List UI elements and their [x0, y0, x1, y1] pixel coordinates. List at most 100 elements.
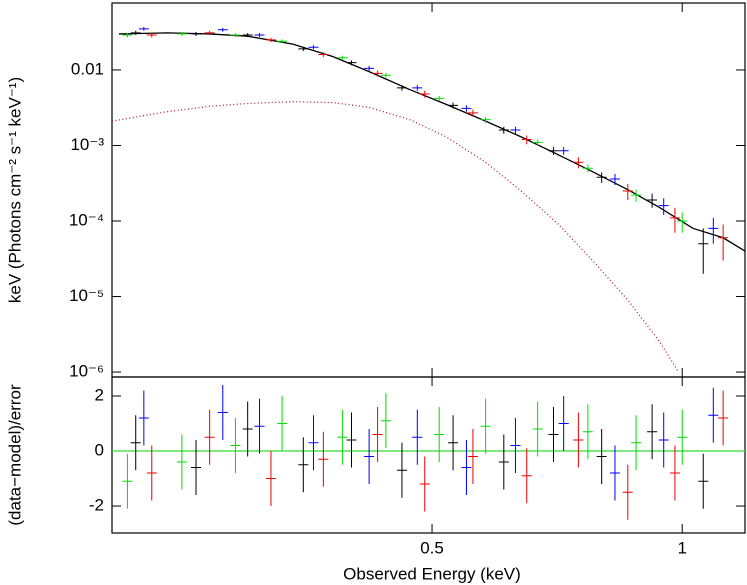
data-point [396, 85, 407, 91]
data-point [669, 445, 680, 501]
data-point [346, 60, 357, 66]
data-point [191, 32, 202, 36]
data-point [532, 401, 543, 457]
data-point [558, 395, 569, 452]
data-point [658, 198, 669, 216]
data-point [718, 390, 729, 446]
data-point [217, 28, 228, 32]
data-point [669, 207, 680, 233]
y-tick-label: 10⁻³ [70, 135, 104, 154]
y-tick-label: 10⁻⁴ [69, 210, 104, 229]
data-point [364, 65, 375, 71]
data-point [138, 27, 149, 31]
data-point [548, 406, 559, 463]
data-point [318, 431, 329, 487]
model-line [118, 32, 745, 252]
y-tick-label: 0 [95, 440, 104, 459]
data-point [337, 409, 348, 465]
data-point [122, 453, 133, 509]
data-point [277, 39, 288, 44]
data-point [448, 415, 459, 471]
data-point [364, 429, 375, 485]
data-point [582, 404, 593, 460]
data-point [631, 189, 642, 202]
data-point [677, 409, 688, 465]
data-point [204, 30, 215, 35]
data-point [122, 32, 133, 38]
data-point [647, 404, 658, 460]
data-point [396, 442, 407, 498]
y-tick-label: -2 [89, 496, 104, 515]
model-line [112, 101, 680, 373]
data-point [254, 33, 265, 38]
data-point [176, 32, 187, 36]
data-point [698, 228, 709, 274]
data-point [480, 398, 491, 454]
data-point [622, 183, 633, 200]
data-point [658, 412, 669, 468]
x-tick-label: 0.5 [420, 538, 444, 557]
data-point [480, 116, 491, 123]
data-point [380, 73, 391, 78]
data-point [176, 434, 187, 490]
data-point [265, 451, 276, 507]
panel-frame [111, 2, 746, 378]
data-point [698, 453, 709, 509]
data-point [558, 147, 569, 155]
data-point [298, 46, 309, 52]
data-point [146, 445, 157, 501]
data-point [298, 437, 309, 493]
data-point [265, 37, 276, 43]
data-point [318, 52, 329, 57]
data-point [609, 173, 620, 185]
data-point [130, 30, 141, 36]
data-point [242, 33, 253, 38]
data-point [708, 387, 719, 443]
data-point [419, 456, 430, 512]
data-point [448, 102, 459, 109]
panel-frame [111, 376, 746, 534]
data-point [677, 212, 688, 233]
data-point [254, 398, 265, 454]
data-point [242, 401, 253, 457]
data-point [510, 126, 521, 134]
data-point [498, 434, 509, 490]
data-point [718, 224, 729, 261]
data-point [582, 164, 593, 173]
x-axis-title: Observed Energy (keV) [343, 564, 521, 583]
data-point [308, 415, 319, 471]
data-point [573, 157, 584, 169]
data-point [146, 32, 157, 38]
data-point [337, 55, 348, 61]
data-point [609, 445, 620, 501]
plot-area [112, 27, 745, 373]
y-tick-label: 2 [95, 385, 104, 404]
data-point [434, 96, 445, 101]
data-point [521, 135, 532, 145]
data-point [467, 429, 478, 485]
data-point [412, 409, 423, 465]
data-point [372, 406, 383, 463]
data-point [521, 448, 532, 504]
data-point [631, 415, 642, 471]
data-point [277, 395, 288, 452]
data-point [372, 70, 383, 77]
data-point [573, 412, 584, 468]
plot-area [112, 384, 745, 520]
y-tick-label: 10⁻⁵ [69, 286, 104, 305]
data-point [191, 440, 202, 496]
y-tick-label: 10⁻⁶ [69, 362, 104, 381]
data-point [138, 390, 149, 446]
data-point [461, 105, 472, 112]
data-point [230, 33, 241, 38]
data-point [510, 417, 521, 474]
x-tick-label: 1 [677, 538, 686, 557]
y-axis-title: (data−model)/error [5, 384, 24, 526]
data-point [230, 417, 241, 474]
data-point [498, 126, 509, 134]
data-point [434, 406, 445, 463]
data-point [548, 147, 559, 155]
data-point [596, 429, 607, 485]
data-point [346, 412, 357, 468]
